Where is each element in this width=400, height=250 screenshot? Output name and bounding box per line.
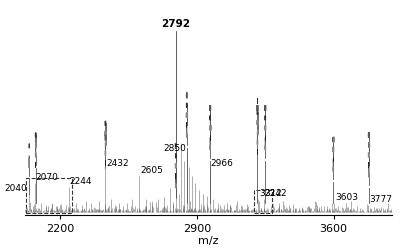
- Text: 2792: 2792: [161, 20, 190, 30]
- Text: 2605: 2605: [140, 166, 163, 175]
- Text: 2244: 2244: [70, 176, 92, 186]
- Text: 3212: 3212: [259, 189, 282, 198]
- Text: 3242: 3242: [265, 189, 287, 198]
- Text: 2070: 2070: [36, 173, 58, 182]
- Text: 2850: 2850: [163, 144, 186, 153]
- Text: 2432: 2432: [106, 158, 129, 168]
- Text: 2040: 2040: [4, 184, 27, 193]
- Text: 3777: 3777: [369, 195, 392, 204]
- Text: 2966: 2966: [211, 158, 234, 168]
- Text: 3603: 3603: [335, 193, 358, 202]
- X-axis label: m/z: m/z: [198, 236, 219, 246]
